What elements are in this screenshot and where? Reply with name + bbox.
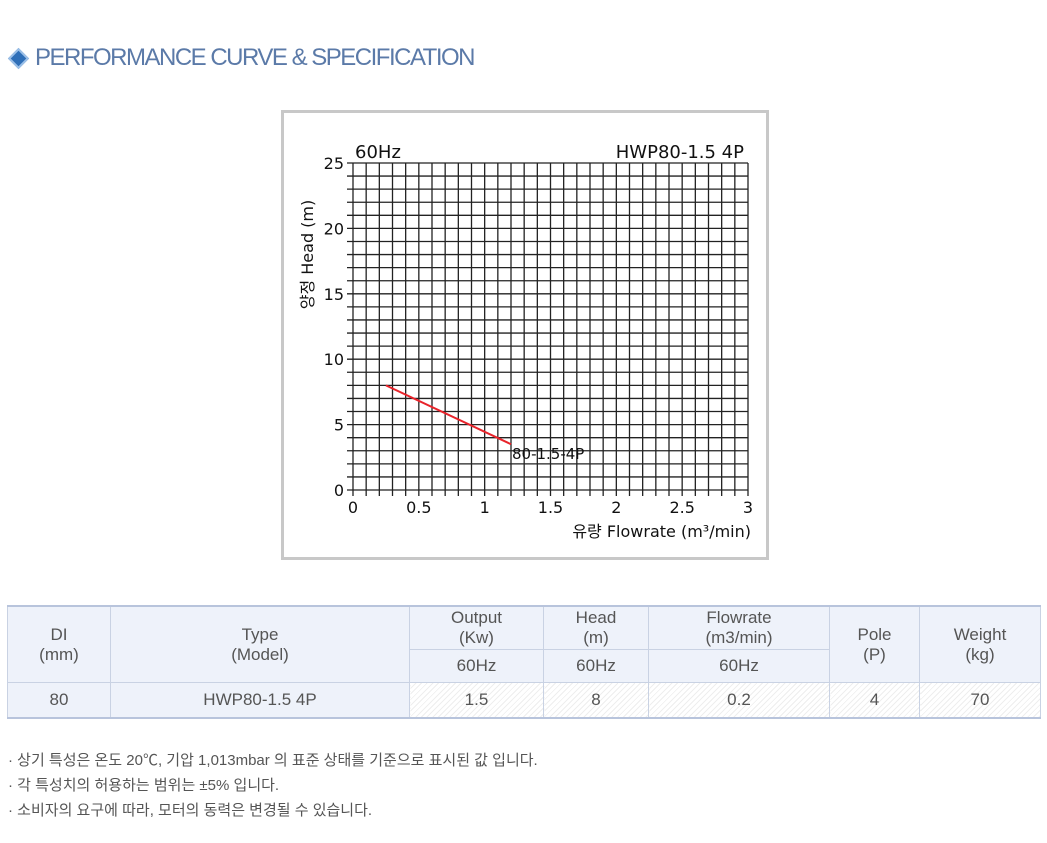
series-line [385, 384, 512, 446]
note: · 상기 특성은 온도 20℃, 기압 1,013mbar 의 표준 상태를 기… [8, 752, 538, 769]
x-tick-label: 0 [348, 498, 358, 517]
y-tick-label: 15 [324, 285, 344, 304]
sub-head-hz: 60Hz [543, 649, 649, 683]
cell-type: HWP80-1.5 4P [110, 682, 410, 719]
section-title-text: PERFORMANCE CURVE & SPECIFICATION [35, 44, 476, 71]
x-tick-label: 3 [743, 498, 753, 517]
x-tick-label: 1 [480, 498, 490, 517]
x-tick-label: 2 [611, 498, 621, 517]
x-tick-label: 1.5 [538, 498, 563, 517]
sub-flowrate-hz: 60Hz [648, 649, 830, 683]
spec-table: DI (mm) Type (Model) Output (Kw) Head (m) Fl… [7, 605, 1041, 719]
sub-output-hz: 60Hz [409, 649, 544, 683]
col-weight: Weight (kg) [919, 605, 1041, 683]
notes: · 상기 특성은 온도 20℃, 기압 1,013mbar 의 표준 상태를 기… [8, 748, 538, 823]
x-tick-label: 0.5 [406, 498, 431, 517]
col-head: Head (m) [543, 605, 649, 650]
performance-chart: 0 0.5 1 1.5 2 2.5 3 0 5 10 15 20 25 60Hz HWP80-1.5 4P 유… [281, 110, 769, 560]
y-tick-label: 0 [334, 481, 344, 500]
table-row: 80 HWP80-1.5 4P 1.5 8 0.2 4 70 [7, 682, 1041, 719]
note: · 각 특성치의 허용하는 범위는 ±5% 입니다. [8, 777, 280, 794]
y-axis-label: 양정 Head (m) [298, 200, 317, 310]
chart-svg: 0 0.5 1 1.5 2 2.5 3 0 5 10 15 20 25 60Hz HWP80-1.5 4P 유… [298, 142, 753, 541]
col-type: Type (Model) [110, 605, 410, 683]
x-tick-label: 2.5 [669, 498, 694, 517]
col-di: DI (mm) [7, 605, 111, 683]
col-pole: Pole (P) [829, 605, 920, 683]
y-tick-label: 5 [334, 416, 344, 435]
cell-output: 1.5 [409, 682, 544, 719]
cell-weight: 70 [919, 682, 1041, 719]
cell-head: 8 [543, 682, 649, 719]
col-flowrate: Flowrate (m3/min) [648, 605, 830, 650]
cell-flowrate: 0.2 [648, 682, 830, 719]
col-output: Output (Kw) [409, 605, 544, 650]
y-tick-label: 10 [324, 350, 344, 369]
cell-pole: 4 [829, 682, 920, 719]
section-title: PERFORMANCE CURVE & SPECIFICATION [7, 44, 476, 72]
chart-title-left: 60Hz [355, 142, 401, 163]
series-label: 80-1.5-4P [512, 445, 584, 463]
y-tick-label: 25 [324, 154, 344, 173]
diamond-bullet-icon [7, 47, 30, 69]
x-axis-label: 유량 Flowrate (m³/min) [572, 522, 751, 541]
y-tick-label: 20 [324, 219, 344, 238]
note: · 소비자의 요구에 따라, 모터의 동력은 변경될 수 있습니다. [8, 802, 373, 819]
cell-di: 80 [7, 682, 111, 719]
chart-title-right: HWP80-1.5 4P [616, 142, 744, 163]
